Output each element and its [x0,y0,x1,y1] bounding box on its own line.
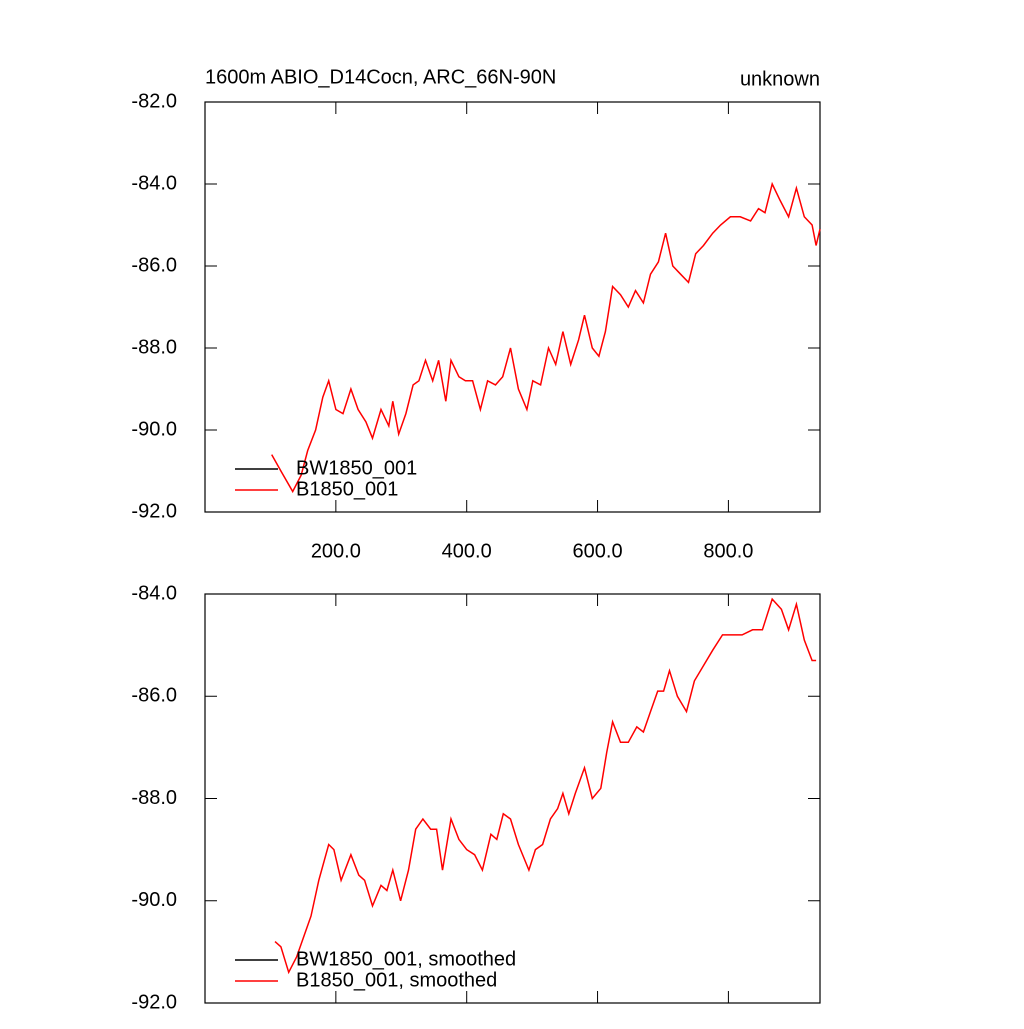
legend-label: BW1850_001, smoothed [296,948,516,970]
y-tick-label: -84.0 [131,172,177,194]
y-tick-label: -90.0 [131,418,177,440]
chart-title: 1600m ABIO_D14Cocn, ARC_66N-90N [205,66,556,88]
chart-right-title: unknown [740,68,820,90]
series-line [271,181,821,494]
y-tick-label: -92.0 [131,500,177,522]
legend-label: BW1850_001 [296,457,417,479]
y-tick-label: -86.0 [131,254,177,276]
y-tick-label: -84.0 [131,582,177,604]
legend-label: B1850_001, smoothed [296,969,497,991]
y-tick-label: -92.0 [131,991,177,1013]
y-tick-label: -82.0 [131,90,177,112]
y-tick-label: -90.0 [131,889,177,911]
x-tick-label: 600.0 [573,540,623,562]
x-tick-label: 400.0 [442,540,492,562]
series-line [274,597,817,975]
plot-frame [204,101,821,513]
y-tick-label: -88.0 [131,336,177,358]
x-tick-label: 200.0 [311,540,361,562]
legend-label: B1850_001 [296,478,398,500]
plot-frame [204,593,821,1004]
x-tick-label: 800.0 [703,540,753,562]
y-tick-label: -88.0 [131,787,177,809]
y-tick-label: -86.0 [131,685,177,707]
